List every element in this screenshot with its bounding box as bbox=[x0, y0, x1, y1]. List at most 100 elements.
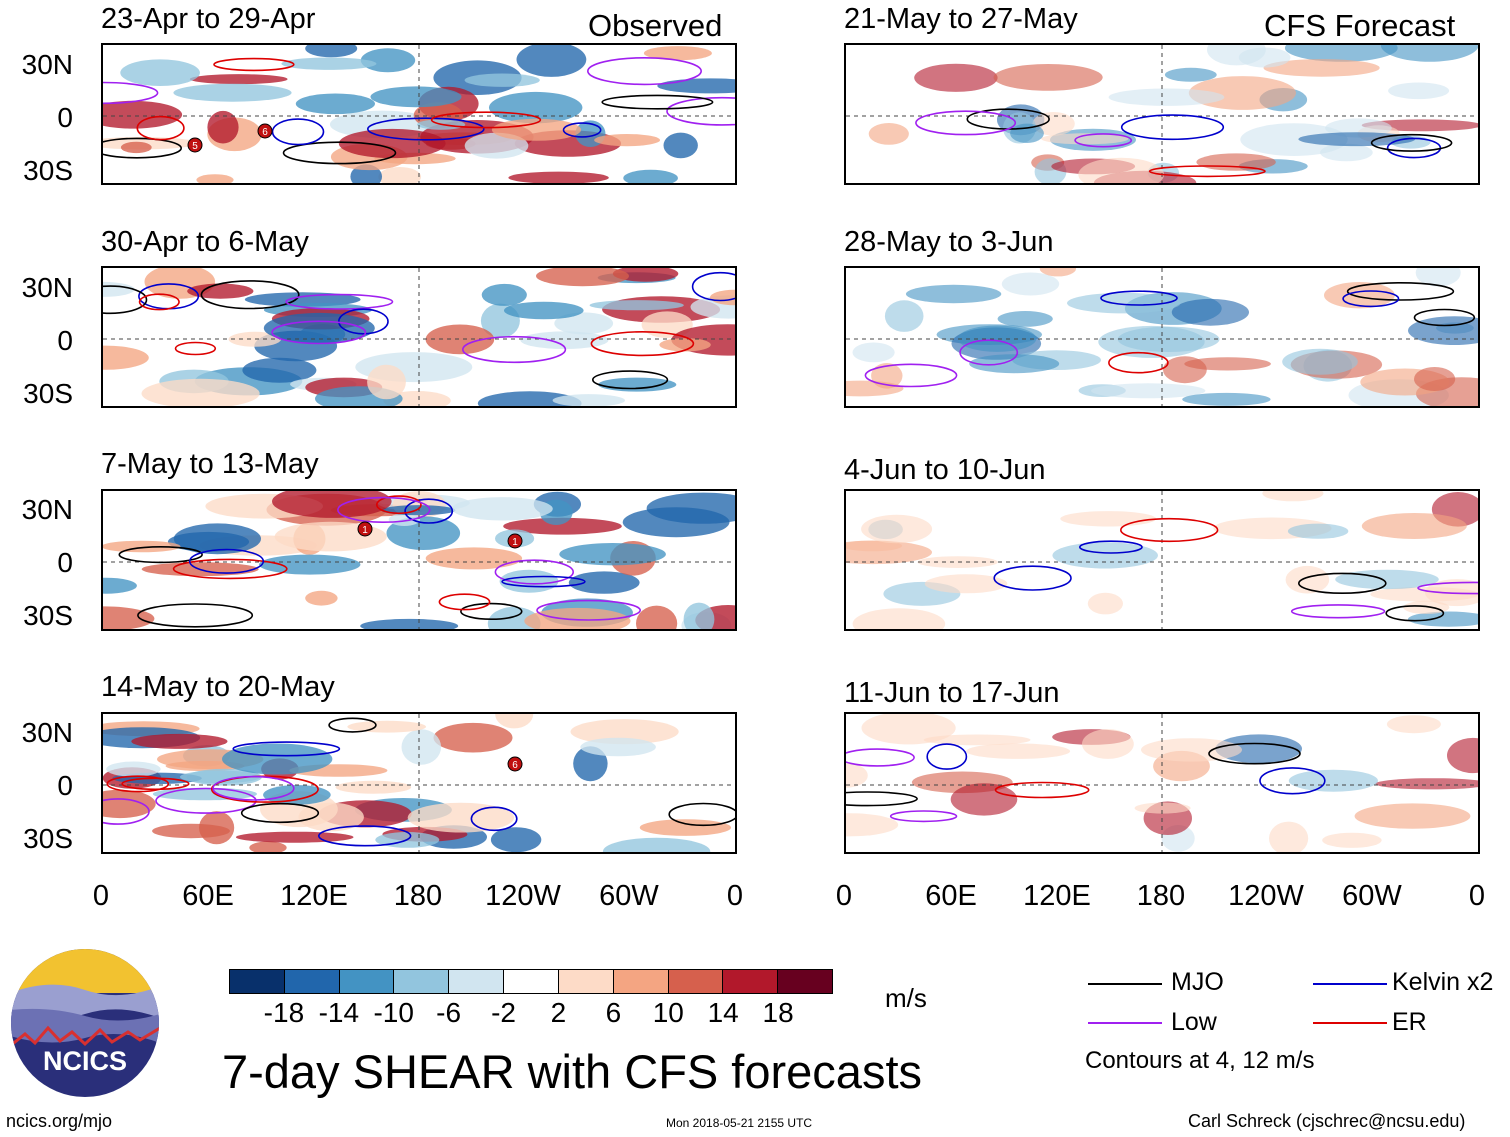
wave-contour bbox=[174, 341, 217, 356]
shear-anomaly-patch bbox=[263, 785, 331, 805]
shear-anomaly-patch bbox=[1262, 491, 1324, 502]
shear-anomaly-patch bbox=[598, 377, 677, 392]
shear-anomaly-patch bbox=[1041, 133, 1129, 145]
cyclone-marker: 1 bbox=[507, 533, 523, 549]
wave-contour bbox=[103, 285, 148, 315]
shear-anomaly-patch bbox=[861, 514, 933, 544]
shear-anomaly-patch bbox=[347, 720, 426, 733]
shear-anomaly-patch bbox=[1408, 611, 1478, 627]
shear-anomaly-patch bbox=[242, 357, 317, 383]
shear-anomaly-patch bbox=[504, 301, 584, 320]
shear-anomaly-patch bbox=[1164, 67, 1217, 82]
shear-anomaly-patch bbox=[1322, 832, 1382, 848]
wave-contour bbox=[536, 599, 641, 621]
shear-anomaly-patch bbox=[491, 118, 582, 141]
shear-anomaly-patch bbox=[552, 394, 625, 406]
colorbar bbox=[229, 969, 833, 994]
wave-contour bbox=[993, 565, 1072, 591]
wave-contour bbox=[691, 271, 735, 302]
panel-title-7: 4-Jun to 10-Jun bbox=[844, 454, 1046, 486]
colorbar-cell bbox=[339, 970, 395, 993]
shear-anomaly-patch bbox=[871, 363, 903, 389]
shear-anomaly-patch bbox=[852, 342, 895, 363]
shear-anomaly-patch bbox=[884, 300, 924, 332]
lat-label-0: 0 bbox=[57, 102, 73, 133]
cyclone-marker: 5 bbox=[187, 137, 203, 153]
shear-anomaly-patch bbox=[360, 48, 416, 73]
wave-contour bbox=[1413, 308, 1476, 327]
cyclone-number: 1 bbox=[362, 525, 368, 536]
wave-contour bbox=[591, 370, 669, 390]
shear-anomaly-patch bbox=[103, 789, 156, 819]
colorbar-cell bbox=[558, 970, 614, 993]
shear-anomaly-patch bbox=[173, 523, 261, 555]
panel-title-8: 11-Jun to 17-Jun bbox=[844, 677, 1060, 709]
shear-anomaly-patch bbox=[272, 491, 392, 518]
shear-anomaly-patch bbox=[338, 128, 446, 159]
shear-anomaly-patch bbox=[103, 577, 137, 594]
wave-contour bbox=[430, 111, 542, 129]
cyclone-number: 5 bbox=[192, 141, 198, 152]
ncics-logo: NCICS bbox=[11, 949, 159, 1097]
colorbar-tick: -14 bbox=[318, 997, 360, 1028]
colorbar-cell bbox=[449, 970, 505, 993]
forecast-header: CFS Forecast bbox=[1264, 8, 1456, 43]
shear-anomaly-patch bbox=[1067, 292, 1181, 314]
shear-anomaly-patch bbox=[106, 761, 161, 777]
wave-contour bbox=[172, 558, 288, 580]
shear-anomaly-patch bbox=[1163, 356, 1207, 384]
shear-anomaly-patch bbox=[536, 268, 629, 287]
wave-contour bbox=[188, 548, 265, 574]
wave-contour bbox=[271, 118, 325, 146]
shear-anomaly-patch bbox=[589, 300, 684, 311]
footer-timestamp: Mon 2018-05-21 2155 UTC bbox=[666, 1116, 813, 1130]
wave-contour bbox=[460, 602, 523, 620]
shear-anomaly-patch bbox=[568, 571, 640, 594]
wave-contour bbox=[1074, 133, 1133, 148]
wave-contour bbox=[666, 96, 735, 126]
lon-label-0: 0 bbox=[835, 880, 853, 912]
shear-anomaly-patch bbox=[643, 46, 712, 61]
shear-anomaly-patch bbox=[481, 283, 527, 306]
lon-label-180: 180 bbox=[1136, 880, 1186, 912]
panel-title-2: 30-Apr to 6-May bbox=[101, 226, 309, 258]
wave-contour bbox=[1108, 351, 1169, 374]
wave-contour bbox=[915, 110, 1017, 136]
colorbar-tick: 6 bbox=[605, 997, 622, 1028]
shear-anomaly-patch bbox=[141, 378, 260, 406]
legend-label-mjo: MJO bbox=[1171, 968, 1224, 996]
wave-contour bbox=[562, 122, 602, 138]
wave-contour bbox=[590, 330, 695, 357]
shear-anomaly-patch bbox=[1269, 821, 1309, 852]
wave-contour bbox=[926, 743, 968, 770]
shear-anomaly-patch bbox=[1298, 132, 1416, 147]
shear-anomaly-patch bbox=[657, 78, 735, 94]
shear-anomaly-patch bbox=[425, 324, 495, 355]
colorbar-cell bbox=[284, 970, 340, 993]
shear-anomaly-patch bbox=[1320, 143, 1373, 162]
shear-anomaly-patch bbox=[451, 497, 553, 521]
shear-anomaly-patch bbox=[1141, 738, 1242, 762]
legend-label-er: ER bbox=[1392, 1008, 1427, 1036]
shear-anomaly-patch bbox=[1361, 513, 1467, 539]
colorbar-tick: -2 bbox=[491, 997, 516, 1028]
wave-contour bbox=[285, 293, 394, 310]
wave-contour bbox=[282, 141, 397, 165]
figure-title: 7-day SHEAR with CFS forecasts bbox=[222, 1045, 922, 1098]
shear-anomaly-patch bbox=[1060, 511, 1157, 527]
shear-anomaly-patch bbox=[120, 59, 200, 86]
cyclone-number: 1 bbox=[512, 537, 518, 548]
colorbar-tick: 2 bbox=[550, 997, 567, 1028]
legend-swatch-kelvin bbox=[1313, 983, 1387, 985]
wave-contour bbox=[337, 308, 389, 335]
shear-anomaly-patch bbox=[636, 605, 678, 629]
lat-label-0: 0 bbox=[57, 547, 73, 578]
shear-anomaly-patch bbox=[1415, 268, 1461, 287]
wave-contour bbox=[1148, 165, 1266, 178]
lon-label-0: 0 bbox=[92, 880, 110, 912]
footer-website[interactable]: ncics.org/mjo bbox=[6, 1111, 113, 1131]
wave-contour bbox=[118, 545, 203, 564]
shear-anomaly-patch bbox=[1082, 729, 1134, 759]
wave-contour bbox=[1290, 604, 1386, 619]
lon-label-180: 180 bbox=[393, 880, 443, 912]
